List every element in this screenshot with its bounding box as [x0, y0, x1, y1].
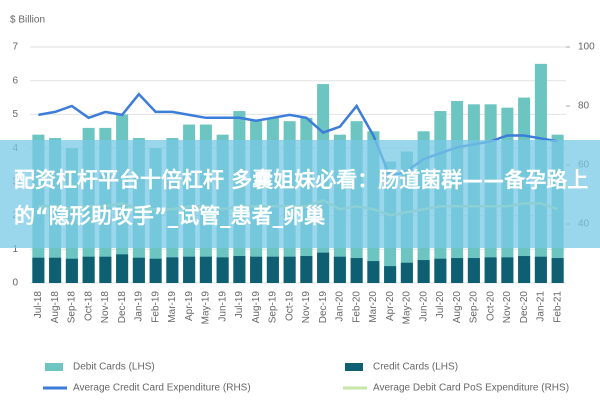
x-tick-label: Sep-20 [469, 291, 480, 324]
x-tick-label: Jul-20 [435, 291, 446, 319]
y-axis-label: $ Billion [10, 15, 45, 26]
x-tick-label: Sep-18 [67, 291, 78, 324]
overlay-banner: 配资杠杆平台十倍杠杆 多囊姐妹必看：肠道菌群——备孕路上的“隐形助攻手”_试管_… [0, 140, 600, 248]
y-tick-label: 1 [12, 244, 18, 255]
x-tick-label: May-19 [201, 291, 212, 325]
y-tick-label: 0 [12, 278, 18, 289]
x-tick-label: May-20 [402, 291, 413, 325]
legend-label: Debit Cards (LHS) [73, 362, 155, 373]
bar [233, 256, 246, 283]
bar [384, 266, 397, 283]
bar [266, 256, 279, 283]
legend-label: Average Credit Card Expenditure (RHS) [73, 383, 251, 394]
x-tick-label: Nov-18 [100, 291, 111, 324]
x-tick-label: Nov-19 [301, 291, 312, 324]
bar [317, 252, 330, 283]
x-tick-label: Jul-18 [33, 291, 44, 319]
bar [467, 258, 480, 283]
x-tick-label: Jun-19 [217, 291, 228, 322]
legend-label: Average Debit Card PoS Expenditure (RHS) [373, 383, 569, 394]
bar [183, 256, 196, 283]
bar [166, 257, 179, 283]
bar [417, 260, 430, 283]
x-tick-label: Feb-19 [150, 291, 161, 323]
x-tick-label: Aug-19 [251, 291, 262, 324]
bar [250, 256, 263, 283]
x-tick-label: Dec-18 [117, 291, 128, 324]
y-tick-label: 7 [12, 42, 18, 53]
bar [116, 254, 129, 283]
bar [551, 258, 564, 283]
x-tick-label: Nov-20 [502, 291, 513, 324]
x-tick-label: Oct-20 [485, 291, 496, 321]
bar [451, 258, 464, 283]
bar [367, 261, 380, 283]
legend-swatch [45, 363, 63, 371]
x-tick-label: Jan-19 [134, 291, 145, 322]
x-tick-label: Apr-19 [184, 291, 195, 321]
bar [149, 258, 162, 283]
x-tick-label: Dec-20 [519, 291, 530, 324]
x-tick-label: Feb-20 [351, 291, 362, 323]
x-tick-label: Jan-21 [536, 291, 547, 322]
bar [65, 258, 78, 283]
x-tick-label: Jun-20 [418, 291, 429, 322]
bar [283, 256, 296, 283]
y2-tick-label: 100 [578, 42, 595, 53]
x-tick-label: Jan-20 [335, 291, 346, 322]
x-tick-label: Apr-20 [385, 291, 396, 321]
x-tick-label: Sep-19 [268, 291, 279, 324]
bar [501, 257, 514, 283]
bar [99, 256, 112, 283]
bar [400, 262, 413, 283]
bar [132, 257, 145, 283]
bar [300, 256, 313, 283]
bar [199, 256, 212, 283]
y-tick-label: 5 [12, 109, 18, 120]
legend-swatch [345, 363, 363, 371]
x-tick-label: Aug-20 [452, 291, 463, 324]
bar [518, 256, 531, 283]
bar [82, 256, 95, 283]
bar [350, 258, 363, 283]
x-tick-label: Aug-18 [50, 291, 61, 324]
bar [49, 257, 62, 283]
bar [484, 257, 497, 283]
legend-label: Credit Cards (LHS) [373, 362, 458, 373]
bar [434, 258, 447, 283]
bar [216, 257, 229, 283]
bar [32, 257, 45, 283]
x-tick-label: Mar-19 [167, 291, 178, 323]
y-tick-label: 6 [12, 75, 18, 86]
x-tick-label: Dec-19 [318, 291, 329, 324]
x-tick-label: Feb-21 [552, 291, 563, 323]
x-tick-label: Jul-19 [234, 291, 245, 319]
bar [333, 256, 346, 283]
y2-tick-label: 80 [578, 101, 590, 112]
x-tick-label: Oct-18 [83, 291, 94, 321]
x-tick-label: Mar-20 [368, 291, 379, 323]
x-tick-label: Oct-19 [284, 291, 295, 321]
bar [534, 256, 547, 283]
